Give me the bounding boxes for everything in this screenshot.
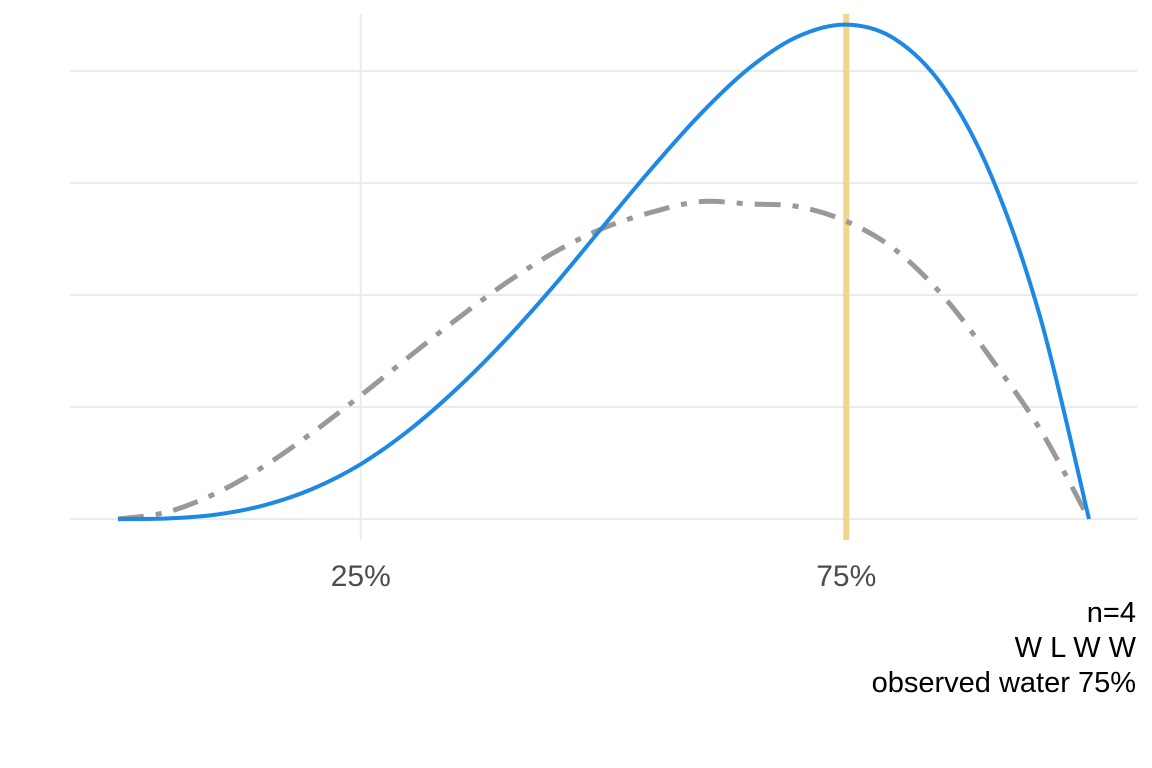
series-line-solid xyxy=(117,22,1091,522)
caption: n=4 W L W W observed water 75% xyxy=(872,596,1136,701)
caption-sample-size: n=4 xyxy=(1086,597,1136,629)
x-tick-labels: 25% 75% xyxy=(331,560,877,593)
caption-observed: observed water 75% xyxy=(871,667,1136,699)
x-tick-label: 75% xyxy=(816,560,876,593)
caption-sequence: W L W W xyxy=(1014,632,1136,664)
grid xyxy=(70,14,1137,540)
series-line-dashdot xyxy=(117,198,1092,522)
x-tick-label: 25% xyxy=(331,560,391,593)
series-layer xyxy=(117,22,1092,522)
